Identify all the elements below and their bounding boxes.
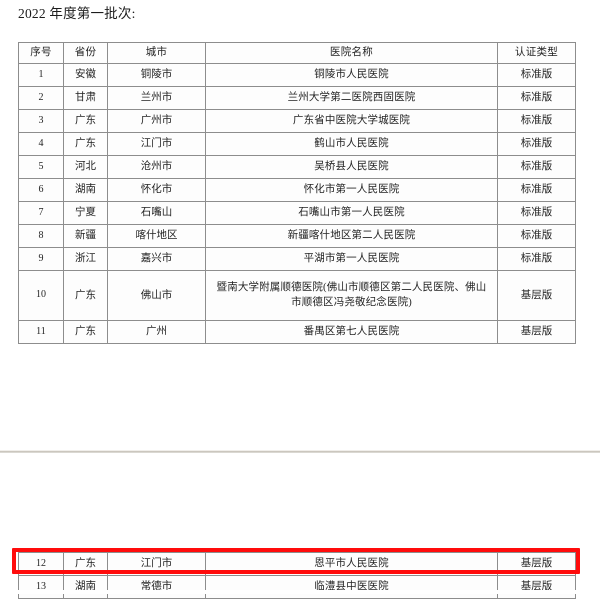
cell-index: 10: [18, 270, 64, 321]
column-header-province: 省份: [63, 42, 108, 64]
cell-province: 广东: [63, 552, 108, 576]
cell-city: 佛山市: [107, 270, 206, 321]
cell-hospital: 兰州大学第二医院西固医院: [205, 86, 498, 110]
cell-hospital: 新疆喀什地区第二人民医院: [205, 224, 498, 248]
cell-hospital: 番禺区第七人民医院: [205, 320, 498, 344]
cell-hospital: 平湖市第一人民医院: [205, 247, 498, 271]
table-row: 9 浙江 嘉兴市 平湖市第一人民医院 标准版: [18, 247, 576, 271]
table-body-top: 1 安徽 铜陵市 铜陵市人民医院 标准版 2 甘肃 兰州市 兰州大学第二医院西固医院 标准版 3 广东…: [18, 63, 576, 344]
cell-index: 6: [18, 178, 64, 202]
cell-hospital: 石嘴山市第一人民医院: [205, 201, 498, 225]
cell-province: 湖南: [63, 178, 108, 202]
cell-cert-type: 标准版: [497, 201, 576, 225]
cell-city: 广州市: [107, 109, 206, 133]
cell-cert-type: 标准版: [497, 63, 576, 87]
table-row: 5 河北 沧州市 吴桥县人民医院 标准版: [18, 155, 576, 179]
cell-index: 5: [18, 155, 64, 179]
cell-city: 怀化市: [107, 178, 206, 202]
column-header-city: 城市: [107, 42, 206, 64]
cell-city: 常德市: [107, 575, 206, 599]
cell-hospital: 暨南大学附属顺德医院(佛山市顺德区第二人民医院、佛山市顺德区冯尧敬纪念医院): [205, 270, 498, 321]
cell-cert-type: 基层版: [497, 320, 576, 344]
table-row: 10 广东 佛山市 暨南大学附属顺德医院(佛山市顺德区第二人民医院、佛山市顺德区冯尧敬…: [18, 270, 576, 321]
cell-city: 嘉兴市: [107, 247, 206, 271]
cell-cert-type: 基层版: [497, 552, 576, 576]
cell-city: 江门市: [107, 132, 206, 156]
cell-city: 兰州市: [107, 86, 206, 110]
table-row: 2 甘肃 兰州市 兰州大学第二医院西固医院 标准版: [18, 86, 576, 110]
cell-hospital: 广东省中医院大学城医院: [205, 109, 498, 133]
cell-province: 广东: [63, 109, 108, 133]
cell-province: 宁夏: [63, 201, 108, 225]
cell-hospital: 怀化市第一人民医院: [205, 178, 498, 202]
cell-province: 安徽: [63, 63, 108, 87]
hospital-certification-table-top: 序号 省份 城市 医院名称 认证类型 1 安徽 铜陵市 铜陵市人民医院 标准版 2 甘肃 兰州…: [18, 42, 576, 344]
cell-province: 广东: [63, 320, 108, 344]
column-header-hospital: 医院名称: [205, 42, 498, 64]
cell-province: 甘肃: [63, 86, 108, 110]
cell-cert-type: 标准版: [497, 247, 576, 271]
cell-hospital: 铜陵市人民医院: [205, 63, 498, 87]
cell-index: 8: [18, 224, 64, 248]
table-row: 11 广东 广州 番禺区第七人民医院 基层版: [18, 320, 576, 344]
page-break-divider: [0, 450, 600, 453]
cell-index: 4: [18, 132, 64, 156]
cell-cert-type: 标准版: [497, 109, 576, 133]
cell-hospital: 恩平市人民医院: [205, 552, 498, 576]
cell-city: 江门市: [107, 552, 206, 576]
table-row: 3 广东 广州市 广东省中医院大学城医院 标准版: [18, 109, 576, 133]
cell-province: 湖南: [63, 575, 108, 599]
cell-province: 广东: [63, 132, 108, 156]
cell-province: 河北: [63, 155, 108, 179]
page-bottom-edge: [0, 590, 600, 594]
cell-cert-type: 标准版: [497, 224, 576, 248]
cell-city: 铜陵市: [107, 63, 206, 87]
cell-cert-type: 标准版: [497, 86, 576, 110]
cell-cert-type: 标准版: [497, 178, 576, 202]
table-row: 6 湖南 怀化市 怀化市第一人民医院 标准版: [18, 178, 576, 202]
cell-index: 9: [18, 247, 64, 271]
cell-city: 喀什地区: [107, 224, 206, 248]
cell-index: 11: [18, 320, 64, 344]
cell-index: 12: [18, 552, 64, 576]
cell-city: 广州: [107, 320, 206, 344]
table-row: 4 广东 江门市 鹤山市人民医院 标准版: [18, 132, 576, 156]
cell-province: 新疆: [63, 224, 108, 248]
cell-cert-type: 标准版: [497, 132, 576, 156]
cell-index: 13: [18, 575, 64, 599]
page-title: 2022 年度第一批次:: [18, 6, 136, 21]
table-header-row: 序号 省份 城市 医院名称 认证类型: [18, 42, 576, 64]
cell-province: 广东: [63, 270, 108, 321]
cell-index: 2: [18, 86, 64, 110]
cell-cert-type: 基层版: [497, 270, 576, 321]
cell-cert-type: 标准版: [497, 155, 576, 179]
cell-hospital: 临澧县中医医院: [205, 575, 498, 599]
column-header-cert-type: 认证类型: [497, 42, 576, 64]
cell-hospital: 吴桥县人民医院: [205, 155, 498, 179]
cell-hospital: 鹤山市人民医院: [205, 132, 498, 156]
column-header-index: 序号: [18, 42, 64, 64]
cell-province: 浙江: [63, 247, 108, 271]
table-row: 8 新疆 喀什地区 新疆喀什地区第二人民医院 标准版: [18, 224, 576, 248]
table-row: 7 宁夏 石嘴山 石嘴山市第一人民医院 标准版: [18, 201, 576, 225]
table-row: 12 广东 江门市 恩平市人民医院 基层版: [18, 552, 576, 576]
cell-cert-type: 基层版: [497, 575, 576, 599]
cell-index: 7: [18, 201, 64, 225]
cell-index: 1: [18, 63, 64, 87]
cell-index: 3: [18, 109, 64, 133]
cell-city: 沧州市: [107, 155, 206, 179]
cell-city: 石嘴山: [107, 201, 206, 225]
table-row: 13 湖南 常德市 临澧县中医医院 基层版: [18, 575, 576, 599]
table-row: 1 安徽 铜陵市 铜陵市人民医院 标准版: [18, 63, 576, 87]
